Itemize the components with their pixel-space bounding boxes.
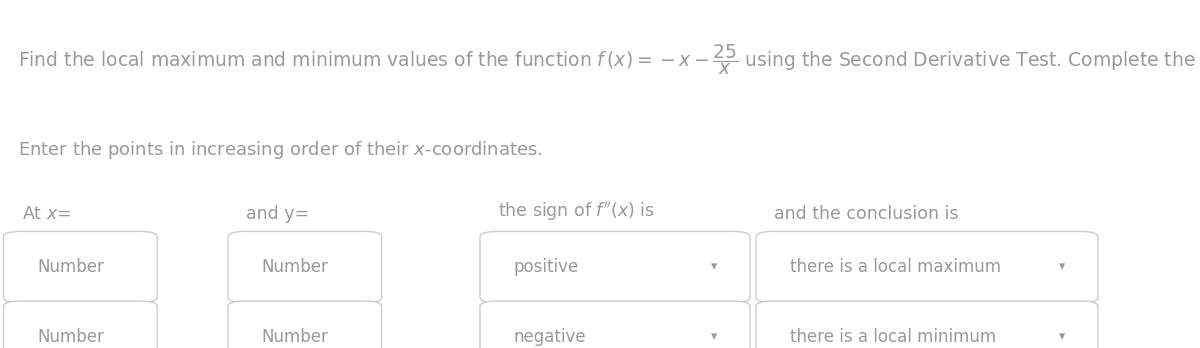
Text: At $x$=: At $x$=	[22, 205, 71, 223]
Text: Enter the points in increasing order of their $x$-coordinates.: Enter the points in increasing order of …	[18, 139, 542, 161]
FancyBboxPatch shape	[756, 231, 1098, 303]
FancyBboxPatch shape	[480, 301, 750, 348]
Text: and y=: and y=	[246, 205, 310, 223]
Text: the sign of $f^{\prime\prime}(x)$ is: the sign of $f^{\prime\prime}(x)$ is	[498, 200, 655, 223]
FancyBboxPatch shape	[228, 301, 382, 348]
Text: ▾: ▾	[710, 330, 718, 343]
Text: ▾: ▾	[1058, 330, 1066, 343]
Text: there is a local maximum: there is a local maximum	[790, 258, 1001, 276]
Text: Number: Number	[37, 258, 104, 276]
Text: ▾: ▾	[710, 261, 718, 274]
FancyBboxPatch shape	[4, 231, 157, 303]
Text: Number: Number	[37, 328, 104, 346]
FancyBboxPatch shape	[480, 231, 750, 303]
Text: Number: Number	[262, 258, 329, 276]
Text: negative: negative	[514, 328, 587, 346]
FancyBboxPatch shape	[756, 301, 1098, 348]
FancyBboxPatch shape	[228, 231, 382, 303]
Text: and the conclusion is: and the conclusion is	[774, 205, 959, 223]
Text: there is a local minimum: there is a local minimum	[790, 328, 996, 346]
Text: positive: positive	[514, 258, 578, 276]
FancyBboxPatch shape	[4, 301, 157, 348]
Text: Number: Number	[262, 328, 329, 346]
Text: ▾: ▾	[1058, 261, 1066, 274]
Text: Find the local maximum and minimum values of the function $f\,(x) = -x - \dfrac{: Find the local maximum and minimum value…	[18, 42, 1200, 77]
